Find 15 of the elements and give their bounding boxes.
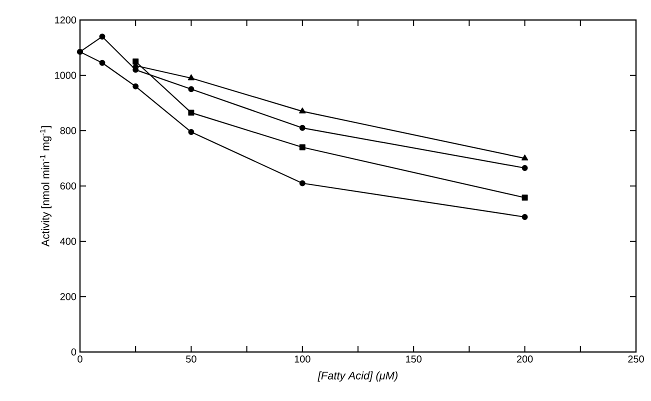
x-tick-label: 100 <box>294 356 310 363</box>
y-tick-label: 800 <box>60 127 76 134</box>
x-axis-title: [Fatty Acid] (μM) <box>318 371 398 382</box>
y-tick-label: 1200 <box>55 16 76 24</box>
y-tick-label: 0 <box>71 348 76 356</box>
y-tick-label: 400 <box>60 238 76 245</box>
x-tick-label: 150 <box>406 356 422 363</box>
y-axis-title: Activity [nmol min$^{-1}$ mg$^{-1}$] <box>40 126 52 247</box>
x-tick-label: 50 <box>186 356 196 363</box>
y-tick-label: 1000 <box>55 72 76 79</box>
x-tick-label: 250 <box>628 356 644 363</box>
x-tick-label: 200 <box>516 356 533 363</box>
y-tick-label: 600 <box>60 182 76 190</box>
x-tick-label: 0 <box>78 356 82 363</box>
y-tick-label: 200 <box>60 293 76 300</box>
